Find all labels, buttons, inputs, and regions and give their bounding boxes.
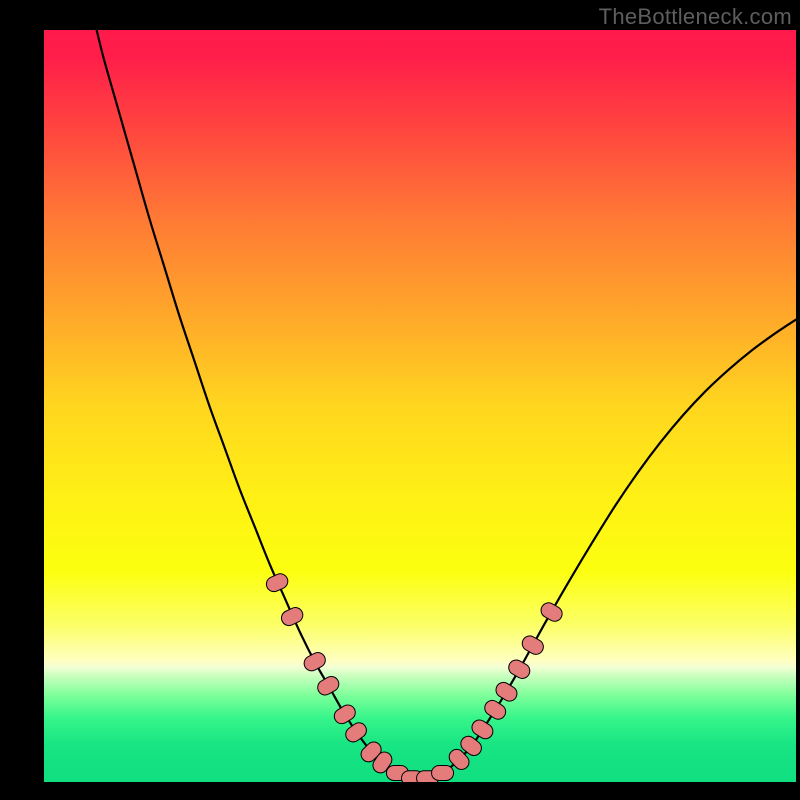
plot-svg [44,30,796,782]
watermark-label: TheBottleneck.com [599,4,792,30]
marker [432,765,454,780]
chart-container: TheBottleneck.com [0,0,800,800]
gradient-background [44,30,796,782]
plot-area [44,30,796,782]
